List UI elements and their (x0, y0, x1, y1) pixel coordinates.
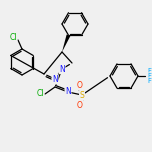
Text: Cl: Cl (9, 33, 17, 41)
Text: F: F (147, 78, 151, 84)
Polygon shape (62, 35, 70, 52)
Text: F: F (147, 73, 151, 79)
Text: S: S (80, 90, 84, 100)
Text: F: F (147, 68, 151, 74)
Text: N: N (59, 64, 65, 74)
Text: O: O (77, 81, 83, 90)
Text: N: N (52, 74, 58, 83)
Text: Cl: Cl (36, 90, 44, 98)
Text: O: O (77, 100, 83, 109)
Text: N: N (65, 88, 71, 97)
